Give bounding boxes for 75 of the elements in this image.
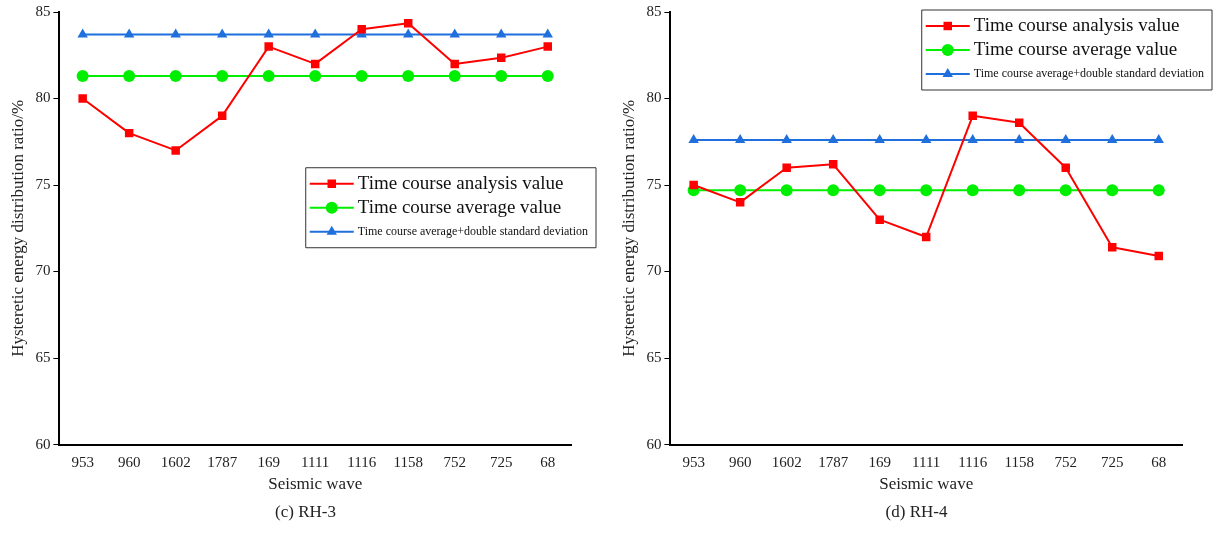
x-tick-label: 169 (257, 453, 280, 470)
x-tick-label: 1787 (818, 453, 849, 470)
x-tick-label: 1787 (207, 453, 238, 470)
text: (d) RH-4 (884, 502, 949, 522)
x-tick-label: 752 (1054, 453, 1077, 470)
point (875, 215, 884, 224)
y-axis-title: Hysteretic energy distribution ratio/% (7, 99, 27, 357)
point (735, 198, 745, 207)
x-tick-label: 953 (682, 453, 705, 470)
text: (c) RH-3 (274, 502, 337, 522)
y-tick-label: 85 (35, 2, 51, 19)
point (827, 134, 839, 144)
legend-label: Time course average+double standard deviation (357, 223, 589, 238)
y-tick-label: 65 (646, 349, 662, 366)
x-tick-label: 1116 (347, 453, 377, 470)
legend-label: Time course average value (357, 195, 562, 217)
y-tick-label: 85 (646, 2, 662, 19)
y-axis-title: Hysteretic energy distribution ratio/% (618, 99, 638, 357)
point (874, 134, 885, 144)
y-tick-label: 70 (35, 262, 51, 279)
x-tick-label: 1602 (771, 453, 802, 470)
point (967, 134, 978, 144)
y-tick-label: 75 (35, 175, 51, 192)
point (968, 111, 977, 121)
x-tick-label: 725 (489, 453, 513, 470)
y-tick-label: 80 (646, 89, 662, 106)
x-tick-label: 1111 (912, 453, 941, 470)
x-tick-label: 1602 (160, 453, 191, 470)
x-tick-label: 68 (540, 453, 556, 470)
y-tick-label: 65 (35, 349, 51, 366)
point (827, 184, 840, 197)
x-tick-label: 1158 (1004, 453, 1034, 470)
y-tick-label: 75 (646, 175, 662, 192)
legend-label: Time course analysis value (357, 171, 564, 193)
point (781, 134, 792, 144)
point (1107, 243, 1117, 252)
point (1059, 184, 1072, 197)
x-axis-title: Seismic wave (879, 474, 974, 494)
x-tick-label: 68 (1151, 453, 1167, 470)
x-tick-label: 960 (728, 453, 752, 470)
point (782, 163, 791, 172)
y-tick-label: 80 (35, 89, 51, 106)
point (1060, 134, 1071, 144)
point (734, 134, 746, 144)
x-tick-label: 1111 (301, 453, 330, 470)
legend-label: Time course analysis value (973, 13, 1180, 35)
point (828, 160, 838, 169)
x-tick-label: 953 (71, 453, 94, 470)
point (734, 184, 747, 197)
point (1014, 134, 1025, 144)
x-tick-label: 752 (443, 453, 466, 470)
legend-label: Time course average+double standard deviation (973, 66, 1205, 81)
point (1106, 184, 1119, 197)
point (1152, 184, 1165, 197)
point (966, 184, 979, 197)
point (1013, 184, 1026, 197)
x-tick-label: 960 (117, 453, 141, 470)
x-axis-title: Seismic wave (268, 474, 363, 494)
point (688, 134, 699, 144)
point (780, 184, 793, 197)
point (873, 184, 886, 197)
point (920, 184, 933, 197)
point (1061, 163, 1070, 172)
point (921, 134, 932, 144)
y-tick-label: 70 (646, 262, 662, 279)
point (1107, 134, 1118, 144)
x-tick-label: 1158 (393, 453, 423, 470)
y-tick-label: 60 (35, 435, 51, 452)
x-tick-label: 169 (868, 453, 891, 470)
y-tick-label: 60 (646, 435, 662, 452)
x-tick-label: 1116 (958, 453, 988, 470)
legend-label: Time course average value (973, 37, 1178, 59)
point (689, 180, 698, 190)
x-tick-label: 725 (1100, 453, 1124, 470)
point (1153, 134, 1164, 144)
